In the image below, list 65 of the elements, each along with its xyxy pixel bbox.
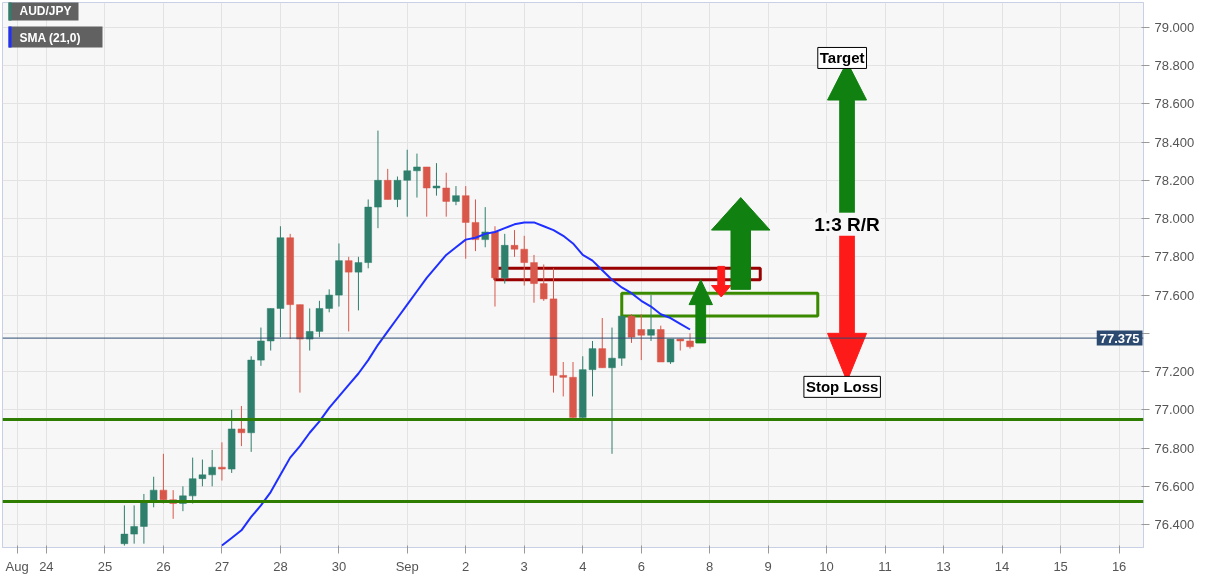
y-tick-label: 78.200 bbox=[1154, 172, 1195, 188]
y-tick-label: 79.000 bbox=[1154, 19, 1195, 35]
candlestick bbox=[384, 168, 392, 200]
x-tick-label: 6 bbox=[637, 558, 645, 574]
candlestick bbox=[345, 256, 353, 332]
candlestick bbox=[413, 153, 421, 199]
y-tick-label: 77.200 bbox=[1154, 364, 1195, 380]
x-tick-label: 15 bbox=[1053, 558, 1068, 574]
candlestick bbox=[130, 504, 138, 545]
x-tick-label: 11 bbox=[878, 558, 892, 574]
candlestick bbox=[608, 327, 616, 455]
x-tick-label: Aug bbox=[5, 558, 29, 574]
candlestick bbox=[647, 294, 655, 342]
x-tick-label: 13 bbox=[936, 558, 951, 574]
x-tick-label: 26 bbox=[156, 558, 171, 574]
y-tick-label: 77.000 bbox=[1154, 402, 1195, 418]
x-tick-label: 2 bbox=[462, 558, 470, 574]
x-tick-label: 3 bbox=[520, 558, 528, 574]
x-tick-label: 30 bbox=[331, 558, 347, 574]
candlestick bbox=[432, 162, 441, 197]
x-tick-label: 9 bbox=[764, 558, 772, 574]
annotation: 1:3 R/R bbox=[814, 213, 881, 235]
x-tick-label: 28 bbox=[273, 558, 288, 574]
y-tick-label: 77.800 bbox=[1154, 249, 1195, 265]
x-tick-label: 8 bbox=[705, 558, 714, 574]
x-tick-label: 16 bbox=[1111, 558, 1127, 574]
legend-label: SMA (21,0) bbox=[19, 30, 81, 45]
x-tick-label: Sep bbox=[395, 558, 419, 574]
x-tick-label: 14 bbox=[994, 558, 1010, 574]
candlestick bbox=[666, 338, 675, 365]
candlestick bbox=[159, 453, 168, 505]
y-tick-label: 76.400 bbox=[1154, 517, 1195, 533]
y-tick-label: 77.600 bbox=[1154, 287, 1195, 303]
x-tick-label: 24 bbox=[39, 558, 54, 574]
candlestick bbox=[120, 504, 129, 547]
candlestick bbox=[520, 235, 528, 287]
y-tick-label: 78.400 bbox=[1154, 134, 1195, 150]
annotation: Target bbox=[819, 49, 865, 67]
x-tick-label: 10 bbox=[819, 558, 834, 574]
y-tick-label: 78.800 bbox=[1154, 58, 1195, 74]
line-series bbox=[220, 221, 692, 547]
candlestick bbox=[530, 254, 538, 304]
y-tick-label: 78.600 bbox=[1154, 96, 1195, 112]
candlestick bbox=[540, 263, 548, 302]
y-tick-label: 76.600 bbox=[1154, 478, 1195, 494]
ref-line-label: 77.375 bbox=[1099, 330, 1140, 346]
candlestick bbox=[686, 332, 694, 350]
candlestick bbox=[510, 229, 519, 258]
candlestick bbox=[452, 185, 460, 206]
y-tick-label: 76.800 bbox=[1154, 440, 1195, 456]
candlestick bbox=[257, 327, 265, 367]
candlestick bbox=[208, 449, 216, 487]
legend-label: AUD/JPY bbox=[19, 3, 72, 18]
candlestick bbox=[354, 256, 363, 311]
x-tick-label: 4 bbox=[579, 558, 587, 574]
candlestick bbox=[442, 172, 450, 218]
candlestick bbox=[218, 441, 226, 482]
x-tick-label: 27 bbox=[214, 558, 230, 574]
candlestick bbox=[559, 361, 567, 397]
x-tick-label: 25 bbox=[97, 558, 113, 574]
candlestick bbox=[598, 317, 606, 369]
annotation: Stop Loss bbox=[805, 378, 879, 396]
y-tick-label: 78.000 bbox=[1154, 211, 1195, 227]
candlestick bbox=[237, 405, 246, 447]
candlestick bbox=[423, 166, 431, 218]
